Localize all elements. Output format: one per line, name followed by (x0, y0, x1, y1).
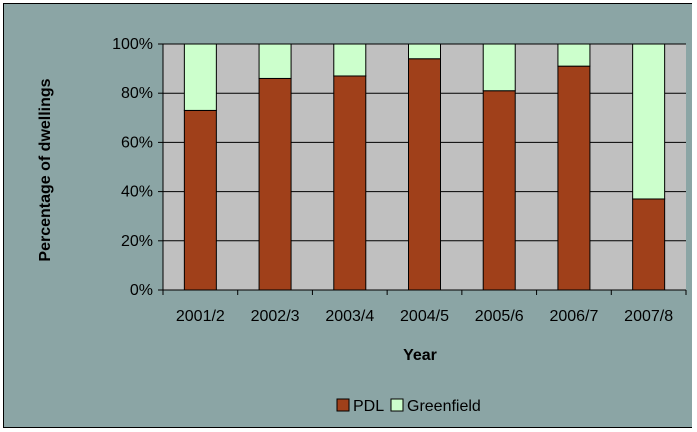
bar-greenfield-2001-2 (183, 43, 217, 111)
legend-swatch-greenfield (390, 398, 404, 412)
bar-pdl-2007-8 (632, 198, 666, 291)
legend-swatch-pdl (336, 398, 350, 412)
bar-pdl-2004-5 (408, 58, 441, 291)
y-tick-label: 60% (121, 134, 153, 151)
bar-pdl-2001-2 (183, 109, 217, 291)
y-tick-label: 0% (130, 282, 153, 299)
x-tick-label: 2007/8 (624, 308, 673, 325)
x-tick-label: 2003/4 (325, 308, 374, 325)
x-tick-label: 2004/5 (400, 308, 449, 325)
bar-pdl-2003-4 (333, 75, 367, 291)
legend-label-greenfield: Greenfield (407, 398, 481, 415)
legend: PDL Greenfield (336, 398, 481, 415)
y-tick-label: 100% (112, 36, 153, 53)
bar-pdl-2005-6 (482, 90, 516, 291)
plot-area: 0% 20% 40% 60% 80% 100% 2001/2 2002/3 2003/4 2004… (112, 36, 687, 325)
y-tick-label: 80% (121, 85, 153, 102)
bar-pdl-2002-3 (258, 77, 292, 291)
x-axis-title: Year (403, 347, 437, 364)
bar-greenfield-2004-5 (408, 43, 441, 60)
legend-label-pdl: PDL (353, 398, 384, 415)
bar-greenfield-2005-6 (482, 43, 516, 92)
bar-greenfield-2006-7 (557, 43, 591, 67)
x-tick-label: 2006/7 (549, 308, 598, 325)
bar-greenfield-2007-8 (632, 43, 666, 200)
y-axis-title: Percentage of dwellings (37, 78, 54, 261)
y-tick-label: 40% (121, 184, 153, 201)
bar-greenfield-2003-4 (333, 43, 367, 77)
bar-greenfield-2002-3 (258, 43, 292, 79)
x-tick-label: 2005/6 (475, 308, 524, 325)
bar-pdl-2006-7 (557, 65, 591, 291)
x-tick-label: 2001/2 (176, 308, 225, 325)
x-tick-label: 2002/3 (251, 308, 300, 325)
y-tick-label: 20% (121, 233, 153, 250)
